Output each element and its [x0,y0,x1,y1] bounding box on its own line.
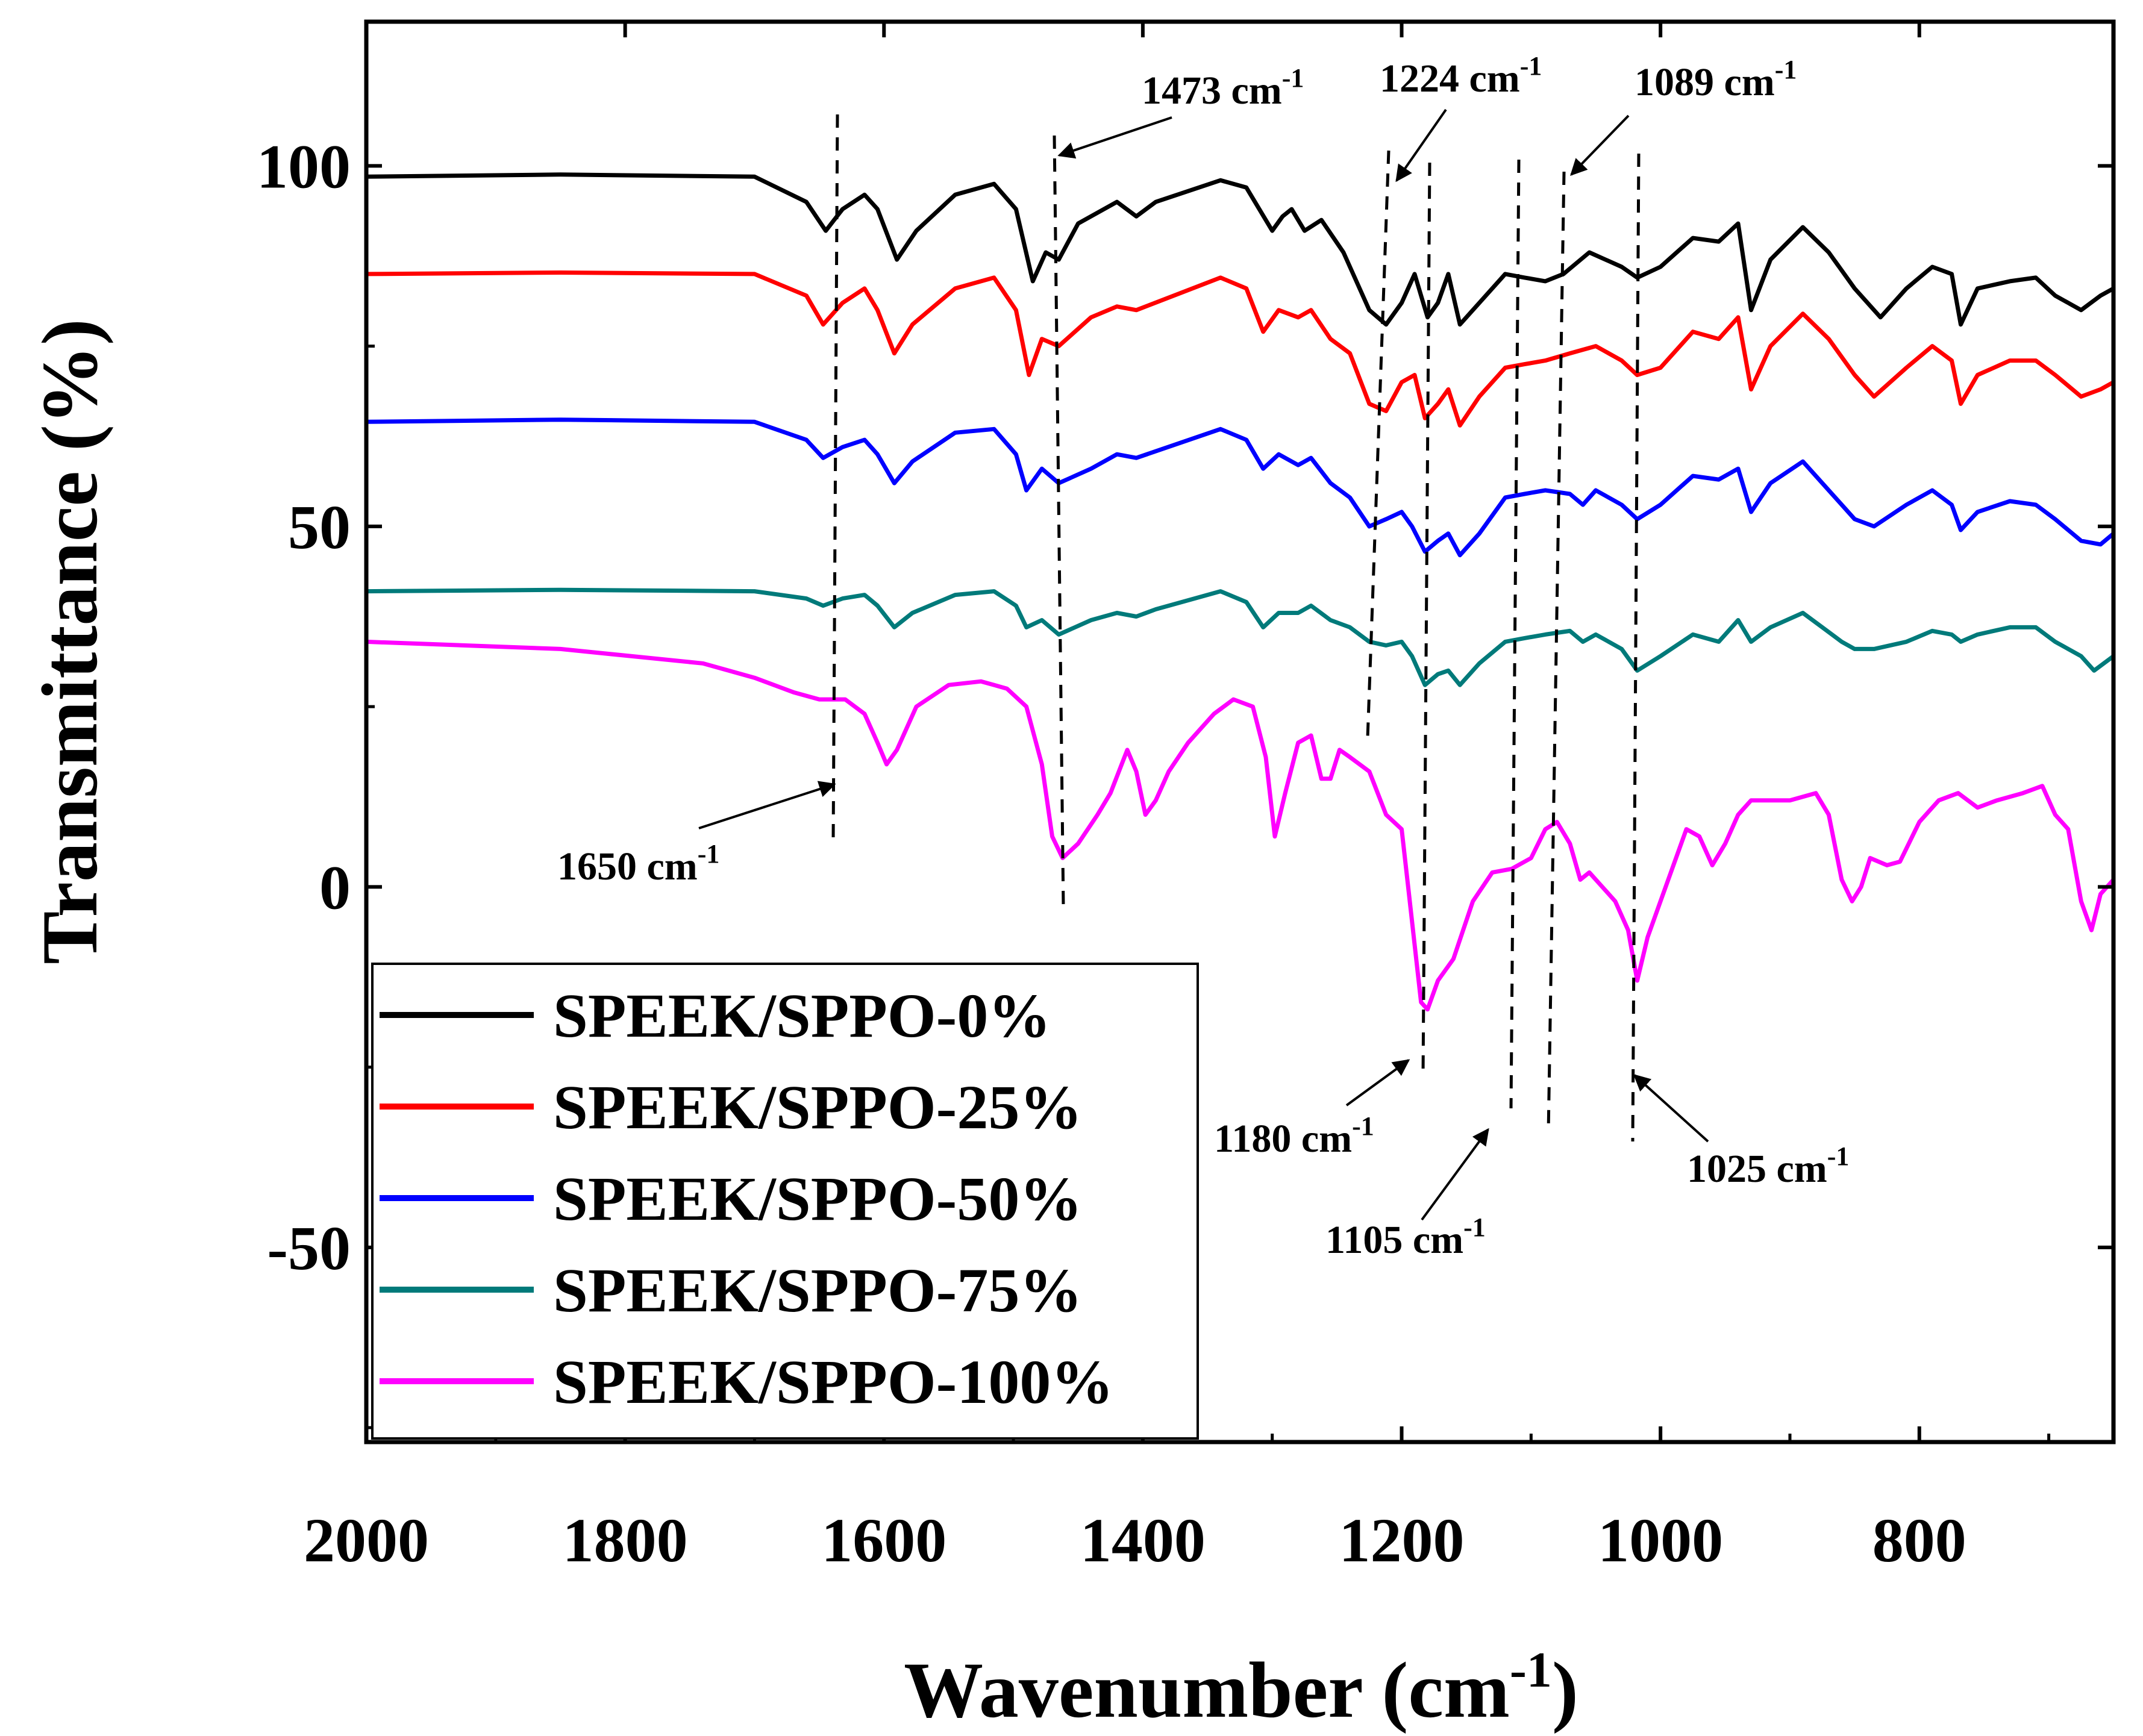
annotation-label-6: 1025 cm-1 [1687,1141,1849,1191]
annotation-value: 1105 cm [1325,1218,1463,1262]
guide-line-5 [1547,171,1566,1133]
legend-label-2: SPEEK/SPPO-50% [553,1164,1082,1234]
y-tick-label-1: 50 [288,493,351,562]
annotation-label-3: 1089 cm-1 [1635,55,1797,104]
guide-line-2 [1366,150,1391,738]
x-tick-label-5: 1000 [1598,1506,1723,1575]
x-tick-label-3: 1400 [1080,1506,1206,1575]
y-tick-label-0: 100 [257,132,351,201]
annotation-value: 1025 cm [1687,1147,1827,1191]
annotation-label-4: 1180 cm-1 [1214,1111,1374,1161]
x-tick-label-1: 1800 [563,1506,688,1575]
axis-ticks: 2000 1800 1600 1400 1200 1000 800 100 50 0 -50 [257,22,2113,1575]
guide-lines [831,114,1641,1142]
guide-line-6 [1631,153,1641,1142]
series-line-4 [366,639,2115,1012]
legend-label-3: SPEEK/SPPO-75% [553,1256,1082,1325]
annotation-arrow-0 [698,781,836,829]
annotation-arrow-5 [1421,1128,1489,1221]
y-axis-title: Transmittance (%) [25,319,114,964]
annotation-arrow-2 [1395,108,1447,183]
series-lines [366,172,2115,1012]
annotation-arrow-3 [1570,114,1630,176]
x-tick-label-4: 1200 [1339,1506,1465,1575]
series-line-1 [366,270,2115,428]
annotation-arrow-4 [1345,1059,1410,1107]
annotation-value: 1089 cm [1635,60,1775,104]
annotation-value: 1180 cm [1214,1117,1352,1161]
annotation-sup: -1 [1775,55,1797,84]
x-axis-title-close: ) [1552,1646,1578,1734]
annotation-label-0: 1650 cm-1 [557,839,719,888]
series-line-3 [366,587,2115,687]
y-tick-label-2: 0 [319,853,351,922]
series-line-2 [366,417,2115,558]
legend-label-4: SPEEK/SPPO-100% [553,1347,1113,1417]
legend: SPEEK/SPPO-0% SPEEK/SPPO-25% SPEEK/SPPO-50… [371,963,1199,1440]
x-axis-title: Wavenumber (cm-1) [904,1642,1578,1734]
x-axis-title-main: Wavenumber (cm [904,1646,1510,1734]
guide-line-1 [1053,135,1065,907]
annotation-label-5: 1105 cm-1 [1325,1213,1486,1262]
annotation-sup: -1 [1282,63,1304,93]
annotation-sup: -1 [1520,51,1542,81]
guide-line-0 [831,114,839,841]
annotation-value: 1224 cm [1380,57,1520,101]
annotation-value: 1473 cm [1142,69,1282,113]
annotation-sup: -1 [1352,1111,1374,1141]
plot-frame [364,19,2116,1444]
x-axis-title-sup: -1 [1510,1642,1552,1698]
y-tick-label-3: -50 [267,1214,351,1283]
annotation-label-2: 1224 cm-1 [1380,51,1542,101]
annotation-label-1: 1473 cm-1 [1142,63,1304,113]
annotation-sup: -1 [698,839,720,869]
legend-label-0: SPEEK/SPPO-0% [553,981,1051,1051]
annotation-arrow-1 [1057,116,1172,159]
x-tick-label-2: 1600 [821,1506,946,1575]
guide-line-3 [1421,162,1431,1076]
annotation-value: 1650 cm [557,845,698,888]
series-line-0 [366,172,2115,327]
x-tick-label-0: 2000 [304,1506,429,1575]
annotation-sup: -1 [1463,1213,1486,1242]
annotation-sup: -1 [1827,1141,1850,1171]
x-tick-label-6: 800 [1872,1506,1966,1575]
guide-line-4 [1509,159,1521,1109]
annotation-arrow-6 [1633,1074,1709,1143]
legend-label-1: SPEEK/SPPO-25% [553,1073,1082,1142]
